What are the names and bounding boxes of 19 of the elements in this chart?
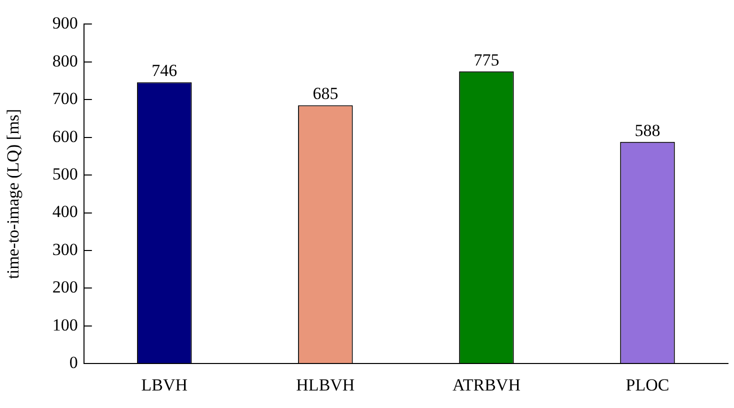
x-tick-label: ATRBVH [452,375,520,394]
y-tick-label: 0 [69,353,78,372]
y-tick-label: 600 [52,126,78,146]
y-tick-label: 500 [52,164,78,184]
data-label: 775 [474,50,500,70]
y-tick-label: 100 [52,315,78,334]
y-tick-label: 300 [52,240,78,259]
y-tick-label: 900 [52,14,78,33]
data-label: 588 [634,120,660,140]
y-tick-label: 800 [52,51,78,70]
x-tick-label: PLOC [626,375,670,394]
data-label: 746 [152,61,178,80]
x-tick-label: LBVH [141,375,188,394]
y-tick-label: 400 [52,202,78,222]
x-tick-label: HLBVH [296,375,355,394]
data-label: 685 [312,84,338,104]
y-axis-title: time-to-image (LQ) [ms] [4,108,23,279]
y-tick-label: 200 [52,278,78,297]
y-tick-label: 700 [52,89,78,108]
